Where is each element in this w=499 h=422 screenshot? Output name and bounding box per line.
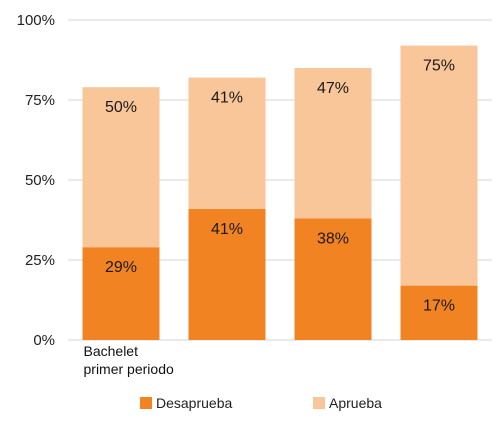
bars — [82, 45, 478, 340]
category-label: Bachelet primer periodo — [84, 343, 174, 377]
bar-segment-desaprueba — [294, 218, 372, 340]
y-tick-label: 75% — [25, 92, 55, 109]
data-labels: 29% 50% 41% 41% 38% 47% 17% 75% — [105, 58, 455, 315]
data-label: 47% — [317, 80, 349, 97]
data-label: 75% — [423, 58, 455, 75]
y-tick-label: 25% — [25, 252, 55, 269]
bar-segment-aprueba — [82, 87, 160, 248]
legend-label-desaprueba: Desaprueba — [156, 395, 232, 411]
bar-segment-aprueba — [294, 68, 372, 219]
bar-segment-desaprueba — [400, 285, 478, 340]
data-label: 17% — [423, 298, 455, 315]
legend-swatch-desaprueba — [140, 397, 152, 409]
data-label: 50% — [105, 99, 137, 116]
bar-segment-desaprueba — [188, 208, 266, 340]
data-label: 41% — [211, 90, 243, 107]
bar-segment-aprueba — [400, 45, 478, 286]
data-label: 41% — [211, 221, 243, 238]
y-tick-label: 100% — [17, 12, 55, 29]
legend-label-aprueba: Aprueba — [329, 395, 382, 411]
y-tick-label: 50% — [25, 172, 55, 189]
legend-swatch-aprueba — [313, 397, 325, 409]
data-label: 38% — [317, 230, 349, 247]
category-labels: Bachelet primer periodo — [84, 343, 174, 377]
data-label: 29% — [105, 259, 137, 276]
y-axis-tick-labels: 0% 25% 50% 75% 100% — [17, 12, 55, 349]
bar-segment-desaprueba — [82, 247, 160, 340]
bar-segment-aprueba — [188, 77, 266, 209]
y-tick-label: 0% — [33, 332, 55, 349]
legend: Desaprueba Aprueba — [140, 395, 382, 411]
